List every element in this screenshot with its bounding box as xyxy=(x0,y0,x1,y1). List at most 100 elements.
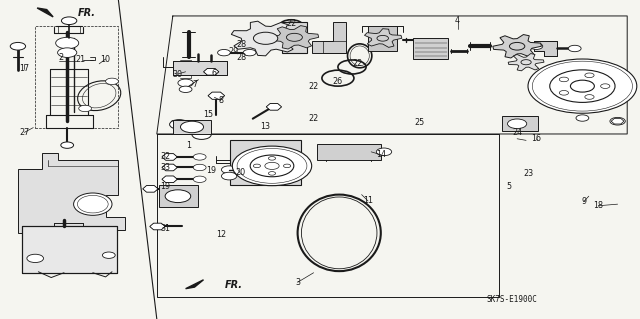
Circle shape xyxy=(265,162,279,169)
Text: SK7S-E1900C: SK7S-E1900C xyxy=(486,295,537,304)
Circle shape xyxy=(610,117,625,125)
Polygon shape xyxy=(266,104,282,110)
Circle shape xyxy=(193,176,206,182)
Polygon shape xyxy=(162,176,177,182)
Circle shape xyxy=(61,17,77,25)
Circle shape xyxy=(250,155,294,177)
Polygon shape xyxy=(364,29,402,48)
Circle shape xyxy=(218,49,230,56)
Polygon shape xyxy=(413,38,448,59)
Circle shape xyxy=(27,254,44,263)
Text: 27: 27 xyxy=(19,128,29,137)
Circle shape xyxy=(102,252,115,258)
Text: 32: 32 xyxy=(160,152,170,161)
Circle shape xyxy=(521,60,531,65)
Text: 33: 33 xyxy=(160,163,170,172)
Circle shape xyxy=(58,48,77,57)
Text: 10: 10 xyxy=(100,55,111,63)
Circle shape xyxy=(106,78,118,85)
Circle shape xyxy=(253,32,278,44)
Circle shape xyxy=(585,95,594,99)
Text: 13: 13 xyxy=(260,122,271,130)
Text: 3: 3 xyxy=(295,278,300,287)
Circle shape xyxy=(268,157,276,160)
Polygon shape xyxy=(162,164,177,171)
Circle shape xyxy=(377,35,388,41)
Polygon shape xyxy=(368,26,397,51)
Circle shape xyxy=(284,164,291,168)
Circle shape xyxy=(193,164,206,171)
Circle shape xyxy=(509,42,525,50)
Text: 15: 15 xyxy=(203,110,213,119)
Text: 4: 4 xyxy=(455,16,460,25)
Circle shape xyxy=(576,115,589,121)
Circle shape xyxy=(287,33,303,41)
Polygon shape xyxy=(173,61,227,75)
Polygon shape xyxy=(208,92,225,99)
Polygon shape xyxy=(162,154,177,160)
Polygon shape xyxy=(493,34,541,58)
Circle shape xyxy=(179,86,192,93)
Circle shape xyxy=(221,166,237,174)
Circle shape xyxy=(376,148,392,156)
Polygon shape xyxy=(282,22,307,53)
Ellipse shape xyxy=(74,193,112,215)
Polygon shape xyxy=(37,8,53,17)
Circle shape xyxy=(165,190,191,203)
Circle shape xyxy=(243,49,256,56)
Bar xyxy=(502,116,538,131)
Circle shape xyxy=(600,84,610,88)
Circle shape xyxy=(559,91,568,95)
Circle shape xyxy=(530,43,543,49)
Text: 14: 14 xyxy=(376,150,386,159)
Polygon shape xyxy=(22,226,117,273)
Circle shape xyxy=(232,146,312,186)
Polygon shape xyxy=(173,120,211,134)
Polygon shape xyxy=(611,118,624,124)
Circle shape xyxy=(550,70,615,102)
Text: 5: 5 xyxy=(506,182,511,191)
Text: 22: 22 xyxy=(308,114,319,122)
Circle shape xyxy=(508,119,527,129)
Text: 6: 6 xyxy=(212,69,217,78)
Circle shape xyxy=(585,73,594,78)
Circle shape xyxy=(10,42,26,50)
Text: 21: 21 xyxy=(75,55,85,63)
Circle shape xyxy=(193,154,206,160)
Circle shape xyxy=(268,172,276,175)
Circle shape xyxy=(61,142,74,148)
Polygon shape xyxy=(534,41,557,56)
Circle shape xyxy=(568,45,581,52)
Text: 9: 9 xyxy=(581,197,586,206)
Text: 22: 22 xyxy=(286,19,296,28)
Text: 20: 20 xyxy=(235,168,245,177)
Text: 26: 26 xyxy=(333,77,343,86)
Polygon shape xyxy=(159,185,198,207)
Text: 11: 11 xyxy=(363,197,373,205)
Text: 17: 17 xyxy=(19,64,29,73)
Circle shape xyxy=(253,164,260,168)
Circle shape xyxy=(253,32,278,45)
Polygon shape xyxy=(508,54,544,71)
Text: 23: 23 xyxy=(523,169,533,178)
Polygon shape xyxy=(204,69,219,75)
Polygon shape xyxy=(18,153,125,233)
Text: 12: 12 xyxy=(216,230,226,239)
Circle shape xyxy=(528,59,637,113)
Text: 22: 22 xyxy=(352,59,362,68)
Circle shape xyxy=(79,105,92,112)
Circle shape xyxy=(570,80,595,92)
Text: 1: 1 xyxy=(186,141,191,150)
Polygon shape xyxy=(230,140,301,185)
Circle shape xyxy=(559,77,568,82)
Polygon shape xyxy=(186,280,204,289)
Text: 16: 16 xyxy=(531,134,541,143)
Text: FR.: FR. xyxy=(225,280,243,290)
Polygon shape xyxy=(317,144,381,160)
Text: 19: 19 xyxy=(160,182,170,191)
Circle shape xyxy=(170,120,189,129)
Text: 29: 29 xyxy=(228,47,239,56)
Text: 2: 2 xyxy=(58,53,63,62)
Polygon shape xyxy=(231,21,301,56)
Text: 31: 31 xyxy=(160,224,170,233)
